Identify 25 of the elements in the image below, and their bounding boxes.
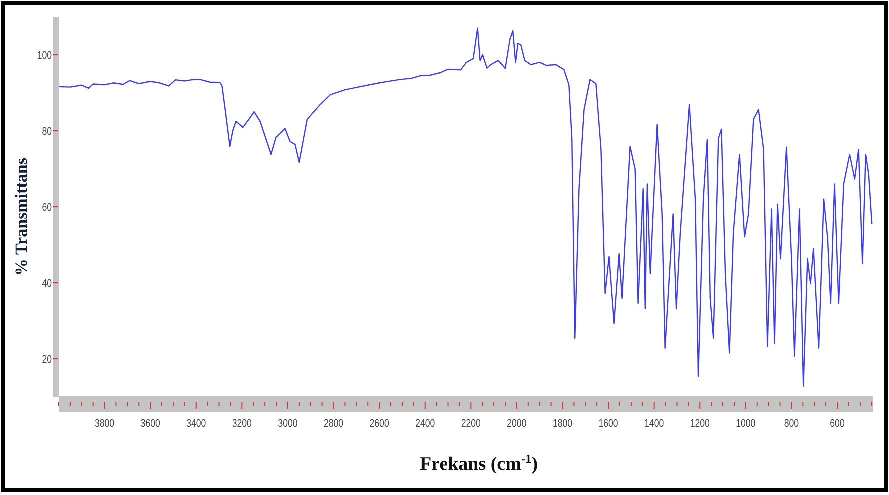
x-tick-label: 3800 (95, 418, 115, 430)
x-tick-label: 3600 (140, 418, 161, 430)
y-tick-label: 60 (42, 202, 52, 214)
y-tick-label: 80 (42, 126, 52, 138)
x-tick-label: 1200 (690, 418, 710, 430)
x-tick-label: 800 (784, 418, 800, 430)
x-tick-label: 1000 (736, 418, 756, 430)
x-tick-label: 1800 (552, 418, 573, 430)
y-axis-title: % Transmittans (12, 158, 31, 276)
y-tick-label: 40 (42, 278, 52, 290)
x-tick-label: 2400 (416, 418, 436, 430)
y-tick-label: 20 (42, 354, 52, 366)
x-tick-label: 3200 (232, 418, 252, 430)
x-axis-title: Frekans (cm$^{-1}$) (420, 452, 538, 475)
x-tick-label: 1600 (598, 418, 619, 430)
x-tick-label: 3400 (186, 418, 207, 430)
x-tick-label: 600 (830, 418, 846, 430)
x-tick-label: 2600 (370, 418, 390, 430)
x-tick-label: 3000 (278, 418, 298, 430)
x-tick-label: 2800 (324, 418, 344, 430)
y-tick-label: 100 (37, 50, 52, 62)
x-tick-label: 2200 (461, 418, 482, 430)
x-tick-label: 1400 (644, 418, 665, 430)
x-tick-label: 2000 (507, 418, 528, 430)
line-series (58, 28, 873, 387)
